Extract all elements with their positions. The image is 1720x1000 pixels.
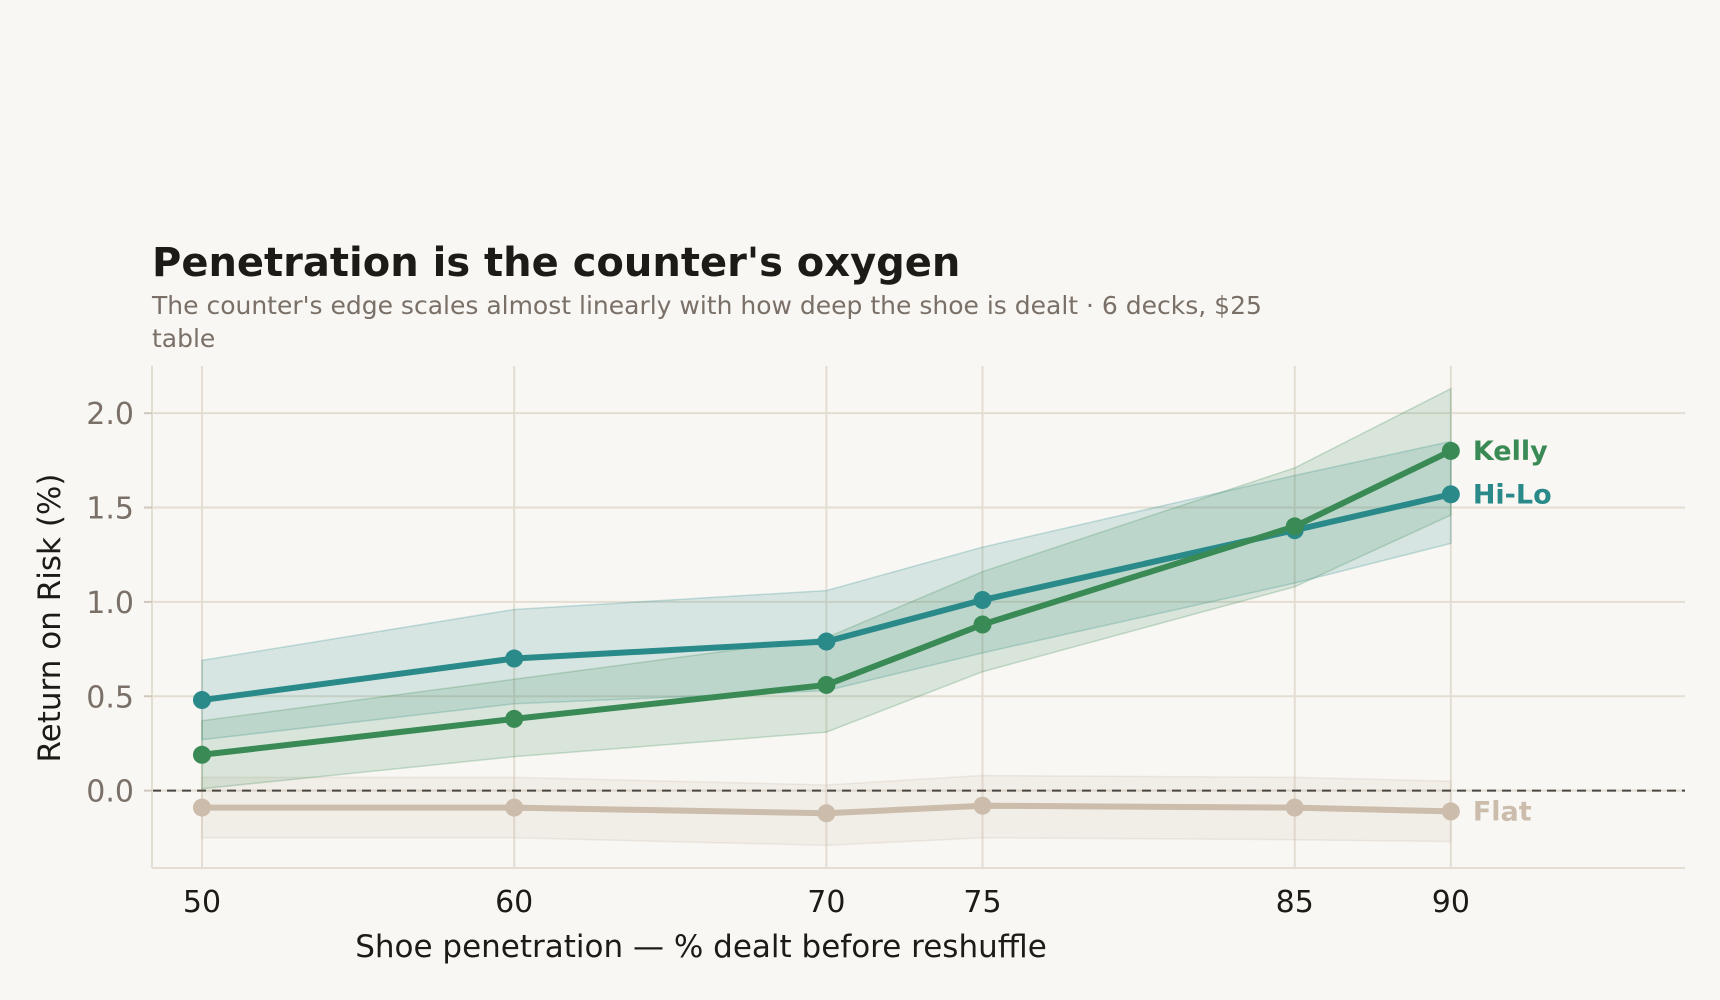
flat-point-3: [973, 796, 992, 815]
x-tick-label-1: 60: [495, 885, 533, 920]
y-tick-label-1: 0.5: [86, 680, 134, 715]
y-tick-label-3: 1.5: [86, 492, 134, 527]
x-axis-label: Shoe penetration — % dealt before reshuf…: [355, 929, 1047, 965]
hi-lo-point-2: [817, 632, 836, 651]
x-tick-label-3: 75: [963, 885, 1001, 920]
hi-lo-point-0: [192, 691, 211, 710]
kelly-point-2: [817, 675, 836, 694]
flat-end-label: Flat: [1473, 796, 1532, 827]
flat-point-2: [817, 804, 836, 823]
hi-lo-end-label: Hi-Lo: [1473, 479, 1552, 510]
x-tick-label-4: 85: [1276, 885, 1314, 920]
kelly-point-3: [973, 615, 992, 634]
axes: 0.0 0.5 1.0 1.5 2.0 50 60 70 75 85 90: [86, 366, 1685, 920]
series-end-labels: Flat Hi-Lo Kelly: [1473, 436, 1552, 827]
flat-point-0: [192, 798, 211, 817]
hi-lo-line: [198, 491, 1454, 704]
chart-subtitle-line-2: table: [152, 324, 215, 353]
chart-title: Penetration is the counter's oxygen: [152, 240, 960, 286]
hi-lo-point-1: [505, 649, 524, 668]
y-tick-label-2: 1.0: [86, 586, 134, 621]
y-tick-label-4: 2.0: [86, 397, 134, 432]
hi-lo-point-5: [1441, 485, 1460, 504]
flat-point-4: [1285, 798, 1304, 817]
kelly-point-4: [1285, 517, 1304, 536]
chart-subtitle-line-1: The counter's edge scales almost linearl…: [151, 291, 1262, 320]
series-lines: [198, 447, 1454, 817]
x-tick-label-5: 90: [1432, 885, 1470, 920]
x-tick-label-2: 70: [807, 885, 845, 920]
y-tick-label-0: 0.0: [86, 775, 134, 810]
kelly-point-0: [192, 745, 211, 764]
series-points: [192, 441, 1460, 823]
flat-point-1: [505, 798, 524, 817]
kelly-point-1: [505, 709, 524, 728]
kelly-point-5: [1441, 441, 1460, 460]
kelly-line: [198, 447, 1454, 758]
kelly-end-label: Kelly: [1473, 436, 1548, 467]
hi-lo-point-3: [973, 591, 992, 610]
y-axis-label: Return on Risk (%): [32, 474, 68, 763]
flat-point-5: [1441, 802, 1460, 821]
flat-line: [198, 802, 1454, 817]
x-tick-label-0: 50: [183, 885, 221, 920]
